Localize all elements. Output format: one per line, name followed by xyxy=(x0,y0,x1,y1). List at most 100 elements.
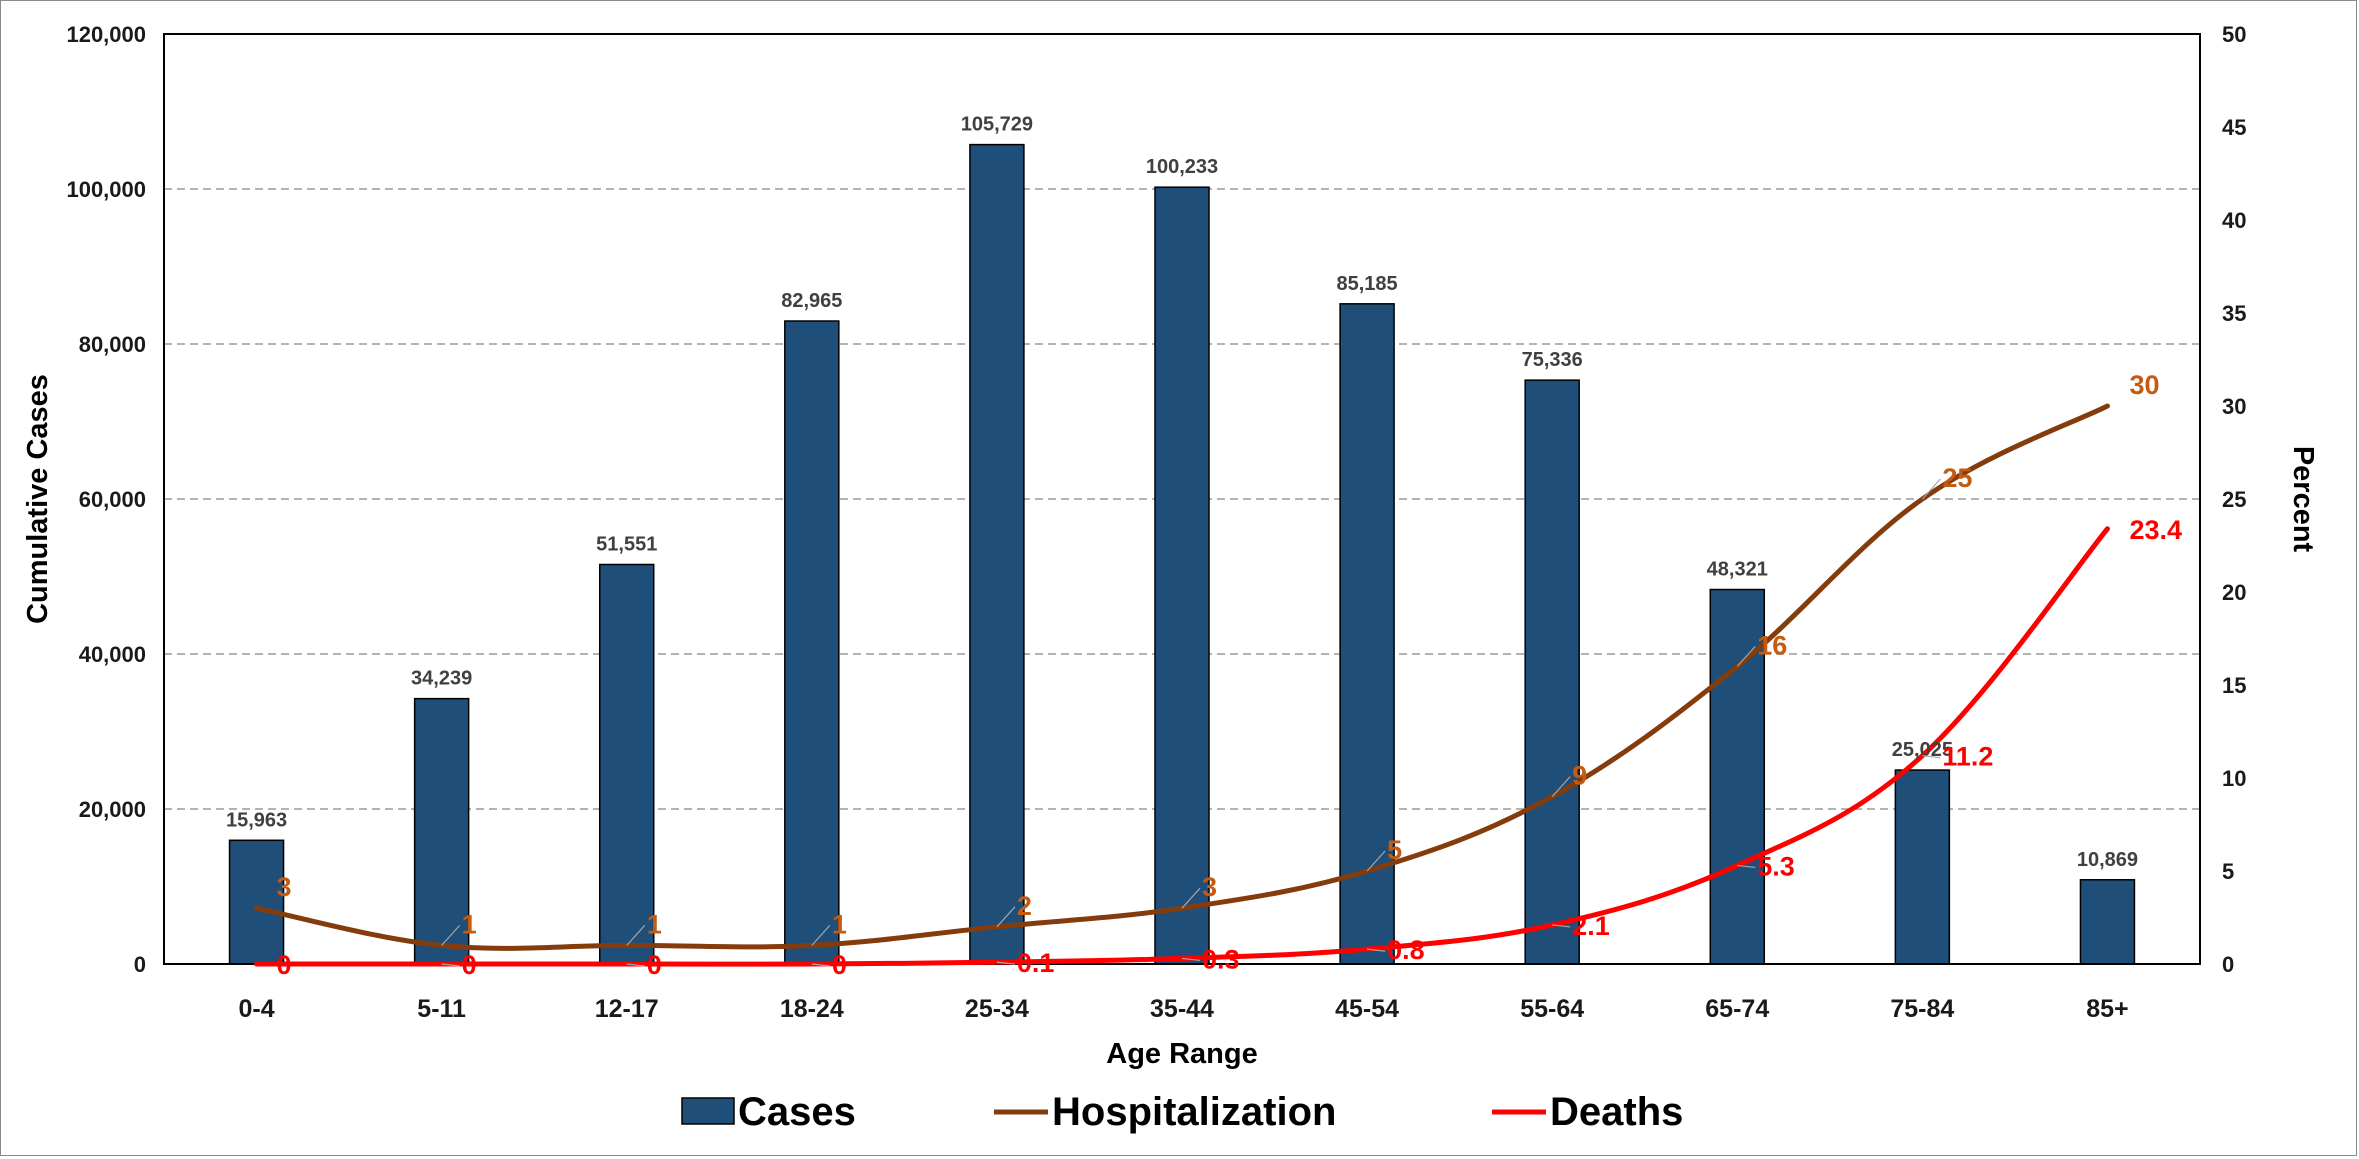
hospitalization-label-leader xyxy=(1366,850,1386,872)
bar-45-54 xyxy=(1339,303,1395,965)
deaths-label-leader xyxy=(1922,755,1941,759)
x-tick-label: 25-34 xyxy=(965,995,1029,1023)
hospitalization-label-leader xyxy=(1551,776,1571,798)
x-tick-label: 35-44 xyxy=(1150,995,1214,1023)
deaths-data-label: 2.1 xyxy=(1572,911,1610,941)
x-tick-label: 85+ xyxy=(2086,995,2128,1023)
bar-data-label: 34,239 xyxy=(411,668,472,690)
axis-ticks: 0 20,000 40,000 60,000 80,000 100,000 120,000 0… xyxy=(66,22,2246,1023)
data-labels: 15,963 34,239 51,551 82,965 105,729 100,233 85… xyxy=(226,114,2182,980)
bar-data-label: 75,336 xyxy=(1522,349,1583,371)
bar-data-label: 51,551 xyxy=(596,533,657,555)
hospitalization-data-label: 1 xyxy=(832,909,847,939)
deaths-label-leader xyxy=(996,961,1015,965)
bar-data-label: 25,025 xyxy=(1892,739,1953,761)
y2-tick-label: 15 xyxy=(2222,673,2246,698)
deaths-label-leader xyxy=(1181,957,1201,962)
y-tick-label: 60,000 xyxy=(79,487,146,512)
bar-data-label: 10,869 xyxy=(2077,849,2138,871)
bar-data-label: 105,729 xyxy=(961,114,1033,136)
hospitalization-data-label: 5 xyxy=(1387,835,1402,865)
deaths-data-label: 0 xyxy=(832,950,847,980)
cases-bars xyxy=(228,143,2136,965)
x-axis-title: Age Range xyxy=(1106,1038,1257,1070)
hospitalization-data-label: 1 xyxy=(462,909,477,939)
y2-tick-label: 0 xyxy=(2222,952,2234,977)
x-tick-label: 12-17 xyxy=(595,995,659,1023)
hospitalization-label-leader xyxy=(1921,478,1941,500)
hospitalization-data-label: 16 xyxy=(1757,630,1787,660)
deaths-data-label: 0 xyxy=(647,950,662,980)
y2-axis-title: Percent xyxy=(2287,446,2319,553)
hospitalization-label-leader xyxy=(441,924,461,946)
deaths-data-label: 11.2 xyxy=(1942,742,1993,772)
bar-data-label: 15,963 xyxy=(226,809,287,831)
legend-cases-swatch xyxy=(681,1097,735,1125)
y2-tick-label: 25 xyxy=(2222,487,2246,512)
hospitalization-label-leader xyxy=(1181,887,1201,909)
deaths-data-label: 0.3 xyxy=(1202,944,1240,974)
hospitalization-label-leader xyxy=(626,924,646,946)
deaths-data-label: 0.1 xyxy=(1017,948,1055,978)
y-tick-label: 40,000 xyxy=(79,642,146,667)
y2-tick-label: 35 xyxy=(2222,301,2246,326)
y-tick-label: 20,000 xyxy=(79,797,146,822)
legend: Cases Hospitalization Deaths xyxy=(681,1090,1683,1134)
deaths-label-leader xyxy=(1737,864,1756,869)
bar-25-34 xyxy=(969,143,1025,965)
deaths-data-label: 0 xyxy=(277,950,292,980)
deaths-label-leader xyxy=(1552,924,1571,928)
hospitalization-label-leader xyxy=(1736,645,1756,667)
bar-75-84 xyxy=(1894,769,1951,965)
bar-85+ xyxy=(2079,879,2136,965)
hospitalization-data-label: 2 xyxy=(1017,891,1032,921)
percent-lines xyxy=(254,403,2110,967)
hospitalization-data-label: 3 xyxy=(277,872,292,902)
hospitalization-data-label: 9 xyxy=(1572,761,1587,791)
y2-tick-label: 45 xyxy=(2222,115,2246,140)
x-tick-label: 55-64 xyxy=(1520,995,1584,1023)
bar-12-17 xyxy=(598,563,655,965)
y-tick-label: 0 xyxy=(134,952,146,977)
legend-hospitalization-label: Hospitalization xyxy=(1052,1090,1336,1134)
x-tick-label: 5-11 xyxy=(417,995,466,1023)
y2-tick-label: 5 xyxy=(2222,859,2234,884)
bar-18-24 xyxy=(784,320,840,965)
hospitalization-data-label: 30 xyxy=(2129,370,2159,400)
y2-tick-label: 50 xyxy=(2222,22,2246,47)
x-tick-label: 75-84 xyxy=(1890,995,1954,1023)
deaths-label-leader xyxy=(1367,948,1386,952)
x-tick-label: 65-74 xyxy=(1705,995,1769,1023)
legend-cases-label: Cases xyxy=(738,1090,856,1134)
deaths-label-leader xyxy=(626,963,645,967)
x-tick-label: 18-24 xyxy=(780,995,844,1023)
y-axis-title: Cumulative Cases xyxy=(22,374,54,624)
bar-data-label: 85,185 xyxy=(1337,273,1398,295)
deaths-data-label: 0 xyxy=(462,950,477,980)
bar-data-label: 100,233 xyxy=(1146,156,1218,178)
y-tick-label: 120,000 xyxy=(66,22,146,47)
deaths-label-leader xyxy=(441,963,460,967)
y-tick-label: 80,000 xyxy=(79,332,146,357)
bar-0-4 xyxy=(228,839,285,965)
hospitalization-data-label: 1 xyxy=(647,909,662,939)
x-tick-label: 45-54 xyxy=(1335,995,1399,1023)
legend-deaths-label: Deaths xyxy=(1550,1090,1683,1134)
hospitalization-line xyxy=(254,403,2110,951)
bar-data-label: 48,321 xyxy=(1707,559,1768,581)
y2-tick-label: 20 xyxy=(2222,580,2246,605)
hospitalization-label-leader xyxy=(811,924,831,946)
bar-65-74 xyxy=(1709,588,1766,965)
deaths-label-leader xyxy=(811,963,830,967)
x-tick-label: 0-4 xyxy=(238,995,274,1023)
hospitalization-label-leader xyxy=(996,906,1016,928)
bar-35-44 xyxy=(1154,186,1210,965)
plot-area-border xyxy=(163,33,2201,965)
deaths-data-label: 5.3 xyxy=(1757,851,1795,881)
hospitalization-data-label: 25 xyxy=(1942,463,1972,493)
deaths-data-label: 23.4 xyxy=(2129,515,2182,545)
y2-tick-label: 10 xyxy=(2222,766,2246,791)
y2-tick-label: 30 xyxy=(2222,394,2246,419)
